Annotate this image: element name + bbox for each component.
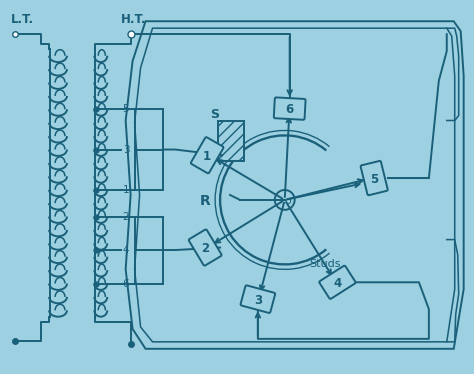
FancyBboxPatch shape: [361, 161, 388, 195]
Text: 5: 5: [370, 172, 378, 186]
Text: L.T.: L.T.: [11, 13, 35, 26]
Text: o: o: [284, 196, 291, 206]
FancyBboxPatch shape: [319, 266, 356, 299]
Text: 4: 4: [333, 277, 342, 290]
FancyBboxPatch shape: [191, 137, 223, 173]
Text: 3: 3: [123, 144, 129, 154]
Text: S: S: [210, 107, 219, 120]
Text: 1: 1: [203, 150, 211, 163]
Text: 1: 1: [123, 185, 129, 195]
Text: 4: 4: [123, 245, 129, 255]
Text: Studs: Studs: [310, 260, 341, 269]
Polygon shape: [126, 21, 464, 349]
FancyBboxPatch shape: [218, 122, 244, 161]
FancyBboxPatch shape: [189, 230, 221, 266]
Text: R: R: [200, 194, 211, 208]
Text: 6: 6: [123, 279, 129, 288]
Text: H.T.: H.T.: [121, 13, 146, 26]
FancyBboxPatch shape: [274, 97, 306, 120]
Text: 2: 2: [123, 212, 129, 221]
FancyBboxPatch shape: [241, 285, 275, 313]
Text: 2: 2: [201, 242, 209, 255]
Text: 5: 5: [123, 104, 129, 114]
Text: 6: 6: [285, 103, 294, 116]
Text: 3: 3: [254, 294, 262, 307]
Polygon shape: [135, 28, 455, 342]
